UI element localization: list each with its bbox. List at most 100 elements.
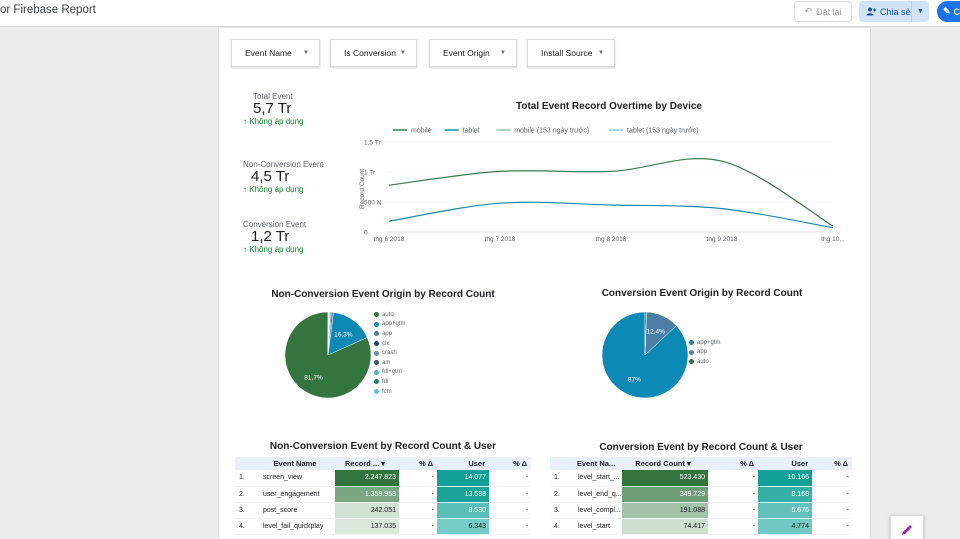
record-delta-cell: - <box>708 486 758 503</box>
record-delta-cell: - <box>399 486 437 503</box>
conversion-pie-legend: app+gtm app auto <box>689 338 721 367</box>
column-header-0[interactable]: Event Na... <box>574 457 622 470</box>
record-delta-cell: - <box>708 518 758 535</box>
legend-swatch <box>689 349 694 355</box>
legend-item-fdl-gtm[interactable]: fdl+gtm <box>374 368 406 378</box>
column-header-4[interactable]: % Δ <box>812 457 852 470</box>
record-delta-cell: - <box>399 470 437 487</box>
share-dropdown-button[interactable]: ▼ <box>911 1 929 22</box>
legend-item-app[interactable]: app <box>374 329 406 339</box>
table-row[interactable]: 3. post_score 242.051-8.580- <box>235 502 531 519</box>
add-person-icon <box>866 7 876 16</box>
y-tick-label-0: 0 <box>364 230 368 237</box>
event-name-cell: level_compl... <box>574 502 622 519</box>
legend-label: fcm <box>382 388 392 395</box>
legend-label-0: mobile <box>411 128 432 135</box>
legend-swatch <box>374 341 379 347</box>
y-tick-label-2: 1 Tr <box>364 170 376 177</box>
table-row[interactable]: 4. level_fail_quickplay 137.035-6.343- <box>235 518 531 535</box>
pie-slice-label-1: 16,3% <box>334 331 353 338</box>
arrow-up-icon: ↑ <box>243 117 247 126</box>
column-header-1[interactable]: Record Count ▾ <box>622 457 708 470</box>
record-delta-cell: - <box>708 470 758 487</box>
record-delta-cell: - <box>399 502 437 519</box>
legend-item-clx[interactable]: clx <box>374 339 406 349</box>
series-line-mobile <box>388 158 834 227</box>
record-count-cell: 74.417 <box>622 518 708 535</box>
column-header-4[interactable]: % Δ <box>489 457 531 470</box>
legend-item-am[interactable]: am <box>374 358 406 368</box>
legend-label-1: tablet <box>463 128 480 135</box>
column-header-1[interactable]: Record ... ▾ <box>335 457 399 470</box>
legend-label: am <box>382 359 391 366</box>
column-header-0[interactable]: Event Name <box>259 457 335 470</box>
arrow-up-icon: ↑ <box>243 245 247 254</box>
legend-item-auto[interactable]: auto <box>374 310 406 320</box>
scorecard-delta: ↑ Không áp dụng <box>243 245 333 254</box>
x-tick-label-3: thg 9 2018 <box>707 236 738 243</box>
pie-slice-label-1: 12,4% <box>646 329 665 336</box>
table-row[interactable]: 1. screen_view 2.247.823-14.077- <box>235 470 531 487</box>
record-count-cell: 242.051 <box>335 502 399 519</box>
legend-label: app <box>697 349 708 356</box>
share-label: Chia sẻ <box>880 6 911 17</box>
edit-label: C <box>953 6 960 17</box>
filter-is-conversion[interactable]: Is Conversion ▼ <box>330 39 417 67</box>
share-main[interactable]: Chia sẻ <box>859 1 911 22</box>
table-row[interactable]: 3. level_compl... 191.088-5.676- <box>550 502 852 519</box>
filter-label: Is Conversion <box>344 48 396 58</box>
record-count-cell: 2.247.823 <box>335 470 399 487</box>
legend-item-app[interactable]: app <box>689 348 721 358</box>
legend-swatch <box>374 360 379 366</box>
caret-down-icon: ▼ <box>400 50 406 56</box>
legend-label-2: mobile (153 ngày trước) <box>514 128 589 135</box>
filter-install-source[interactable]: Install Source ▼ <box>527 39 615 67</box>
column-header-2[interactable]: % Δ <box>399 457 437 470</box>
row-index: 4. <box>550 518 574 535</box>
annotate-button[interactable] <box>890 515 924 539</box>
record-count-cell: 349.729 <box>622 486 708 503</box>
legend-swatch <box>374 350 379 356</box>
column-header-2[interactable]: % Δ <box>708 457 758 470</box>
legend-item-app-gtm[interactable]: app+gtm <box>374 320 406 330</box>
legend-item-auto[interactable]: auto <box>689 357 721 367</box>
edit-button[interactable]: ✎ C <box>937 1 960 22</box>
event-name-cell: level_fail_quickplay <box>259 518 335 535</box>
legend-swatch <box>689 340 694 346</box>
y-axis-label: Record Count <box>359 169 366 209</box>
legend-swatch <box>374 312 379 318</box>
conversion-pie-chart: 87% 12,4% <box>601 311 689 399</box>
scorecard-delta-text: Không áp dụng <box>249 185 304 194</box>
user-delta-cell: - <box>489 518 531 535</box>
legend-swatch <box>374 321 379 327</box>
legend-item-fdl[interactable]: fdl <box>374 377 406 387</box>
scorecard-delta: ↑ Không áp dụng <box>243 185 333 194</box>
column-header-3[interactable]: User <box>758 457 812 470</box>
table-row[interactable]: 4. level_start 74.417-4.774- <box>550 518 852 535</box>
filter-event-name[interactable]: Event Name ▼ <box>231 39 320 67</box>
conversion-pie-title: Conversion Event Origin by Record Count <box>601 288 803 299</box>
caret-down-icon: ▼ <box>917 8 924 15</box>
table-row[interactable]: 1. level_start_... 523.430-10.166- <box>550 470 852 487</box>
legend-swatch <box>374 369 379 375</box>
line-chart: mobile tablet mobile (153 ngày trước) table… <box>359 128 845 244</box>
table-row[interactable]: 2. user_engagement 1.359.958-13.588- <box>235 486 531 503</box>
filter-label: Event Origin <box>443 48 490 58</box>
legend-item-fcm[interactable]: fcm <box>374 387 406 397</box>
row-index: 4. <box>235 518 259 535</box>
legend-item-app-gtm[interactable]: app+gtm <box>689 338 721 348</box>
event-name-cell: post_score <box>259 502 335 519</box>
user-delta-cell: - <box>489 470 531 487</box>
legend-label: app+gtm <box>697 339 721 346</box>
record-delta-cell: - <box>399 518 437 535</box>
reset-button[interactable]: ↶ Đặt lại <box>794 1 852 22</box>
record-delta-cell: - <box>708 502 758 519</box>
filter-event-origin[interactable]: Event Origin ▼ <box>429 39 517 67</box>
legend-item-crash[interactable]: crash <box>374 348 406 358</box>
legend-label: auto <box>382 311 394 318</box>
table-row[interactable]: 2. level_end_q... 349.729-8.168- <box>550 486 852 503</box>
conversion-table: Event Na... Record Count ▾% Δ User% Δ 1. lev… <box>550 457 852 535</box>
share-button[interactable]: Chia sẻ ▼ <box>859 1 929 22</box>
column-header-3[interactable]: User <box>437 457 489 470</box>
scorecard-delta-text: Không áp dụng <box>249 117 304 126</box>
